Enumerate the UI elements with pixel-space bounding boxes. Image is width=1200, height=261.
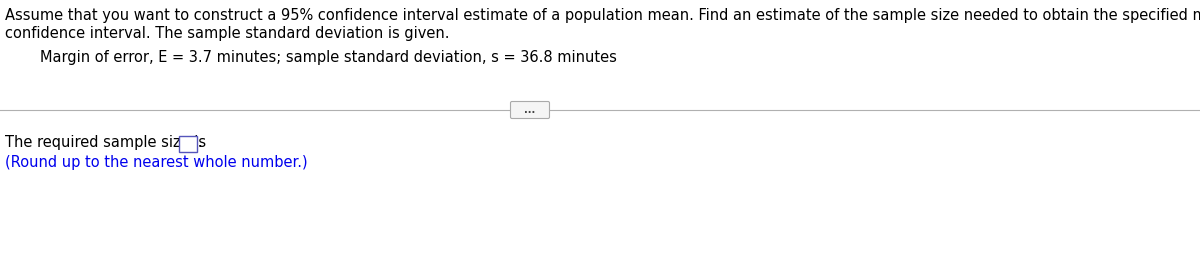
Text: ...: ... (524, 105, 535, 115)
Text: (Round up to the nearest whole number.): (Round up to the nearest whole number.) (5, 155, 307, 170)
FancyBboxPatch shape (510, 102, 550, 118)
Text: The required sample size is: The required sample size is (5, 135, 211, 150)
Text: Assume that you want to construct a 95% confidence interval estimate of a popula: Assume that you want to construct a 95% … (5, 8, 1200, 23)
Text: .: . (198, 135, 203, 150)
Text: confidence interval. The sample standard deviation is given.: confidence interval. The sample standard… (5, 26, 450, 41)
Text: Margin of error, E = 3.7 minutes; sample standard deviation, s = 36.8 minutes: Margin of error, E = 3.7 minutes; sample… (40, 50, 617, 65)
Bar (179, 136, 197, 152)
